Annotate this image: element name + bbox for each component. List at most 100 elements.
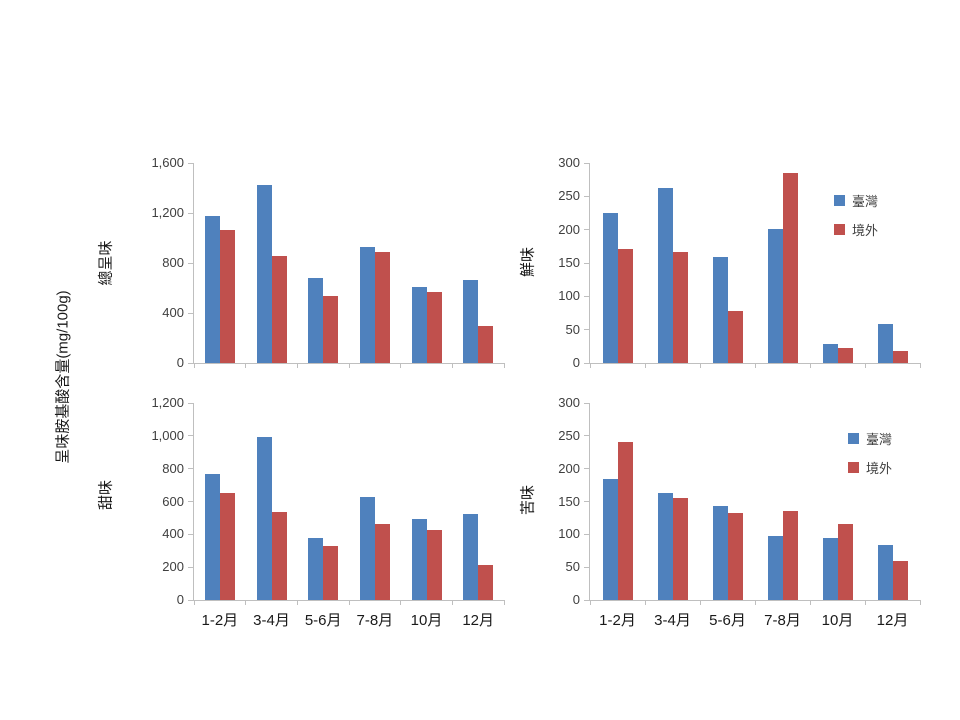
bar-taiwan	[204, 215, 220, 363]
y-tick-label: 250	[558, 188, 580, 204]
x-axis-tick	[699, 600, 701, 605]
x-axis-tick	[193, 600, 195, 605]
bar-overseas	[426, 292, 442, 363]
y-axis-tick	[584, 362, 590, 364]
legend-item-taiwan: 臺灣	[834, 191, 878, 210]
chart-title-total-taste: 總呈味	[97, 240, 115, 286]
y-axis-tick	[584, 435, 590, 437]
bar-taiwan	[822, 344, 838, 363]
y-tick-label: 300	[558, 395, 580, 410]
bar-taiwan	[657, 188, 673, 363]
legend-item-taiwan: 臺灣	[848, 429, 892, 448]
bar-taiwan	[657, 492, 673, 600]
bar-taiwan	[204, 473, 220, 600]
bar-overseas	[219, 493, 235, 600]
bar-overseas	[478, 565, 494, 600]
bar-overseas	[617, 249, 633, 363]
bar-taiwan	[877, 544, 893, 600]
x-axis-tick	[589, 363, 591, 368]
x-axis-tick	[193, 363, 195, 368]
x-category-label: 7-8月	[356, 612, 394, 629]
y-tick-label: 0	[572, 592, 580, 607]
x-axis-tick	[296, 600, 298, 605]
bar-overseas	[219, 230, 235, 363]
x-axis-tick	[754, 363, 756, 368]
y-axis-tick	[188, 501, 194, 502]
chart-title-sweet: 甜味	[97, 479, 115, 511]
x-axis-tick	[864, 363, 866, 368]
y-axis-tick	[584, 262, 590, 264]
x-category-label: 1-2月	[201, 612, 239, 629]
bar-taiwan	[359, 496, 375, 600]
y-axis-tick	[584, 329, 590, 331]
bar-overseas	[837, 524, 853, 600]
bar-overseas	[782, 511, 798, 600]
bar-taiwan	[712, 506, 728, 600]
y-tick-label: 1,200	[151, 205, 184, 220]
bar-overseas	[323, 546, 339, 600]
bar-taiwan	[256, 184, 272, 363]
y-tick-label: 100	[558, 526, 580, 542]
y-tick-label: 100	[558, 288, 580, 304]
legend-label-taiwan: 臺灣	[866, 432, 893, 447]
main-y-axis-title: 呈味胺基酸含量(mg/100g)	[54, 290, 72, 464]
y-tick-label: 0	[176, 355, 184, 370]
legend-swatch-taiwan	[834, 195, 845, 206]
x-axis-tick	[348, 363, 350, 368]
y-axis-tick	[188, 599, 194, 601]
bar-overseas	[672, 251, 688, 363]
bar-taiwan	[411, 286, 427, 363]
x-category-label: 7-8月	[764, 612, 801, 629]
bar-taiwan	[712, 257, 728, 363]
x-axis-tick	[754, 600, 756, 605]
y-tick-label: 200	[558, 221, 580, 237]
x-axis-tick	[644, 363, 646, 368]
y-axis-tick	[188, 162, 194, 164]
y-tick-label: 50	[565, 321, 580, 337]
x-axis-tick	[644, 600, 646, 605]
x-category-label: 12月	[876, 612, 909, 629]
y-axis-tick	[584, 402, 590, 404]
y-axis-tick	[188, 312, 194, 314]
bar-taiwan	[308, 278, 324, 363]
bar-overseas	[727, 513, 743, 600]
x-axis-tick	[296, 363, 298, 368]
x-axis-tick	[809, 600, 811, 605]
y-tick-label: 200	[558, 460, 580, 476]
bar-taiwan	[463, 279, 479, 363]
y-axis-tick	[584, 468, 590, 470]
y-tick-label: 50	[565, 559, 580, 575]
bar-overseas	[374, 251, 390, 363]
x-axis-tick	[589, 600, 591, 605]
x-category-label: 1-2月	[599, 612, 636, 629]
chart-plot-bitter: 0 50 100 150 200 250 300 1-2月 3-4月 5-6月 7-8月 10月 12月…	[558, 395, 921, 629]
legend-swatch-taiwan	[848, 433, 859, 444]
y-axis-tick	[188, 566, 194, 568]
y-axis-tick	[188, 212, 194, 214]
y-axis-tick	[188, 362, 194, 364]
y-axis-tick	[584, 295, 590, 297]
bar-overseas	[374, 523, 390, 600]
x-axis-tick	[699, 363, 701, 368]
y-axis-tick	[584, 599, 590, 601]
x-axis-tick	[919, 363, 921, 368]
x-axis-tick	[864, 600, 866, 605]
bar-taiwan	[877, 324, 893, 363]
x-axis-tick	[400, 600, 402, 605]
bar-overseas	[672, 498, 688, 600]
bar-taiwan	[602, 213, 618, 363]
x-category-label: 3-4月	[253, 612, 290, 629]
bar-taiwan	[411, 519, 427, 600]
y-axis-tick	[584, 229, 590, 231]
y-tick-label: 400	[162, 305, 184, 320]
y-tick-label: 1,200	[151, 395, 184, 410]
y-tick-label: 0	[572, 355, 580, 370]
x-axis-tick	[451, 363, 453, 368]
y-tick-label: 600	[162, 493, 184, 509]
legend-swatch-overseas	[848, 462, 859, 473]
legend-swatch-overseas	[834, 224, 845, 235]
x-axis-tick	[400, 363, 402, 368]
y-axis-tick	[584, 501, 590, 502]
bar-overseas	[617, 441, 633, 600]
